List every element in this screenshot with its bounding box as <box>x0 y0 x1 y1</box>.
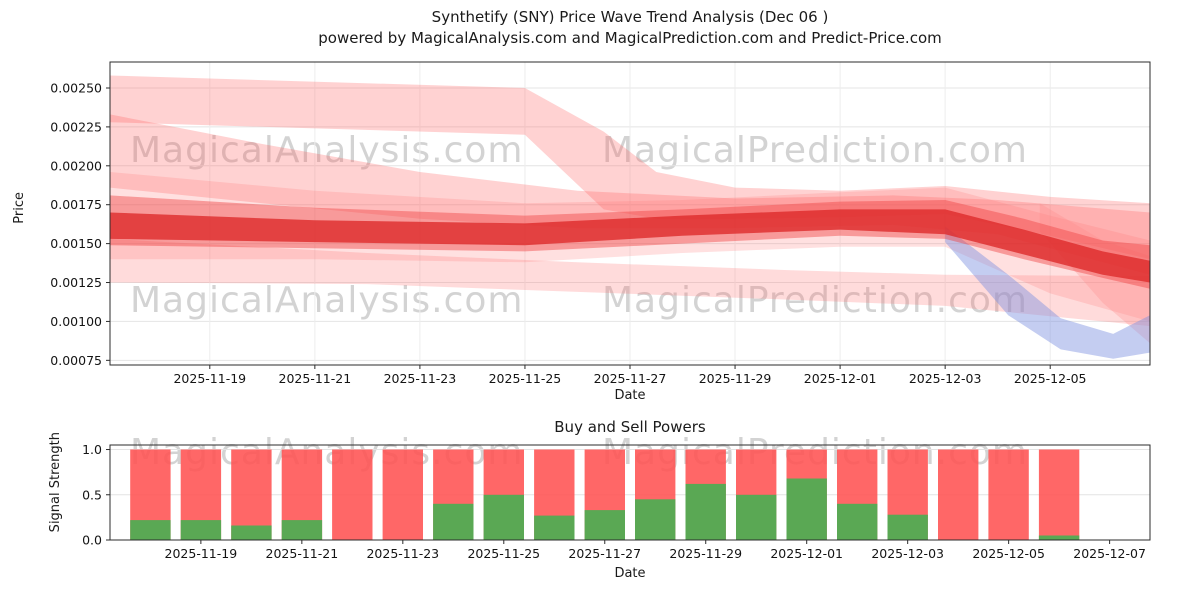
price-band-envelope-wide <box>110 172 1150 322</box>
bar-buy <box>534 515 575 540</box>
y-tick-label: 0.00125 <box>50 275 102 290</box>
bar-sell <box>332 449 373 540</box>
bar-buy <box>483 494 524 540</box>
bar-buy <box>231 525 272 540</box>
bar-sell <box>988 449 1029 540</box>
signal-plot-border <box>109 444 1151 541</box>
x-tick-label: 2025-12-05 <box>972 546 1045 561</box>
y-tick-label: 0.00200 <box>50 158 102 173</box>
y-tick-label: 0.5 <box>82 487 102 502</box>
signal-x-axis-label: Date <box>614 566 646 581</box>
x-tick-label: 2025-12-03 <box>909 371 982 386</box>
bar-buy <box>887 514 928 540</box>
x-tick-label: 2025-12-01 <box>804 371 877 386</box>
bar-sell <box>382 449 423 540</box>
signal-y-axis-label: Signal Strength <box>48 432 63 533</box>
bar-sell <box>231 449 272 540</box>
bar-buy <box>433 503 474 540</box>
x-tick-label: 2025-11-29 <box>669 546 742 561</box>
bar-buy <box>584 510 625 540</box>
y-tick-label: 0.00175 <box>50 197 102 212</box>
y-tick-label: 0.00100 <box>50 314 102 329</box>
x-tick-label: 2025-11-21 <box>266 546 339 561</box>
x-tick-label: 2025-11-29 <box>699 371 772 386</box>
watermark-prediction: MagicalPrediction.com <box>602 280 1028 321</box>
figure-title-line1: Synthetify (SNY) Price Wave Trend Analys… <box>431 8 829 26</box>
bar-buy <box>281 520 323 540</box>
x-tick-label: 2025-12-01 <box>770 546 843 561</box>
x-tick-label: 2025-11-19 <box>173 371 246 386</box>
x-tick-label: 2025-11-25 <box>467 546 540 561</box>
price-y-axis-label: Price <box>12 192 27 224</box>
y-tick-label: 0.00150 <box>50 236 102 251</box>
y-tick-label: 1.0 <box>82 442 102 457</box>
bar-buy <box>786 478 827 540</box>
bar-buy <box>180 520 222 540</box>
bar-sell <box>1038 449 1080 540</box>
figure-title-line2: powered by MagicalAnalysis.com and Magic… <box>318 29 942 47</box>
price-band-upper-mid <box>110 114 1150 275</box>
x-tick-label: 2025-11-23 <box>384 371 457 386</box>
x-tick-label: 2025-12-07 <box>1073 546 1146 561</box>
x-tick-label: 2025-12-03 <box>871 546 944 561</box>
x-tick-label: 2025-11-25 <box>489 371 562 386</box>
x-tick-label: 2025-12-05 <box>1014 371 1087 386</box>
bar-buy <box>635 499 676 540</box>
bar-buy <box>685 483 726 540</box>
y-tick-label: 0.00250 <box>50 80 102 95</box>
y-tick-label: 0.0 <box>82 533 102 548</box>
y-tick-label: 0.00075 <box>50 353 102 368</box>
bar-buy <box>130 520 171 540</box>
x-tick-label: 2025-11-27 <box>568 546 641 561</box>
bar-sell <box>938 449 979 540</box>
price-band-lower-light <box>110 238 1150 327</box>
watermark-analysis: MagicalAnalysis.com <box>130 130 524 171</box>
x-tick-label: 2025-11-21 <box>279 371 352 386</box>
price-x-axis-label: Date <box>614 388 646 403</box>
watermark-analysis: MagicalAnalysis.com <box>130 280 524 321</box>
price-band-blue-dip <box>945 226 1150 359</box>
x-tick-label: 2025-11-23 <box>366 546 439 561</box>
price-band-right-diagonal <box>1039 203 1150 344</box>
x-tick-label: 2025-11-27 <box>594 371 667 386</box>
price-band-core <box>110 209 1150 283</box>
watermark-prediction: MagicalPrediction.com <box>602 130 1028 171</box>
signal-chart-title: Buy and Sell Powers <box>554 418 706 436</box>
x-tick-label: 2025-11-19 <box>165 546 238 561</box>
y-tick-label: 0.00225 <box>50 119 102 134</box>
bar-buy <box>837 503 878 540</box>
bar-buy <box>736 494 777 540</box>
bar-buy <box>1038 535 1080 540</box>
